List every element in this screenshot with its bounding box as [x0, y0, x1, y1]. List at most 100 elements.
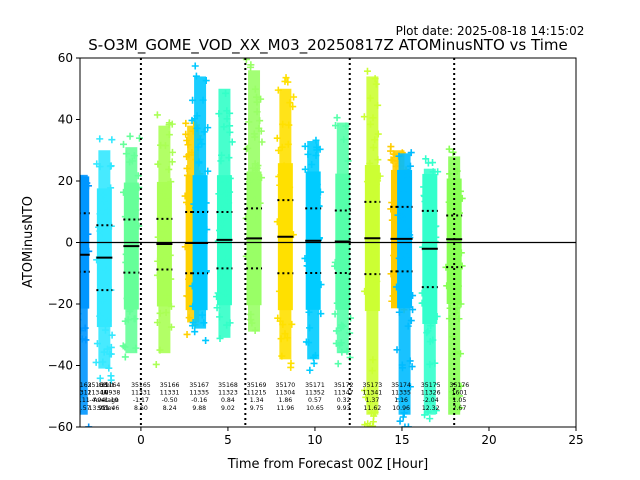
annotation-line: 11323: [218, 390, 238, 397]
data-point: [183, 164, 191, 172]
data-point: [390, 208, 398, 216]
data-point: [215, 110, 223, 118]
data-point: [225, 154, 233, 162]
annotation-line: 15.57: [73, 405, 91, 412]
data-point: [458, 262, 466, 270]
orbit-annotation: 35166 11331 -0.50 8.24: [160, 382, 180, 412]
data-point: [369, 422, 377, 427]
axes: 0 5 10 15 20 25 −60 −40 −20 0 20 40 60: [48, 51, 584, 447]
data-point: [198, 282, 206, 290]
annotation-line: 9.88: [192, 405, 206, 412]
annotation-line: 35164: [101, 382, 121, 389]
data-point: [276, 181, 284, 189]
annotation-line: 1.86: [278, 397, 292, 404]
data-point: [376, 172, 384, 180]
data-point: [98, 234, 106, 242]
data-point: [193, 124, 201, 132]
annotation-line: 35172: [334, 382, 354, 389]
data-point: [331, 258, 339, 266]
data-point: [281, 77, 289, 85]
x-tick-label: 20: [481, 433, 496, 447]
data-point: [152, 360, 160, 368]
annotation-line: 35166: [160, 382, 180, 389]
data-point: [225, 199, 233, 207]
data-point: [420, 183, 428, 191]
orbit-series-1: [92, 135, 116, 384]
data-point: [81, 289, 89, 297]
data-point: [80, 385, 82, 388]
data-point: [128, 293, 136, 301]
data-point: [453, 304, 461, 312]
data-point: [458, 194, 466, 202]
annotation-line: 11304: [276, 390, 296, 397]
data-point: [316, 145, 324, 153]
data-point: [159, 188, 167, 196]
data-point: [104, 317, 112, 325]
data-point: [218, 151, 226, 159]
data-point: [405, 228, 413, 236]
data-point: [213, 293, 221, 301]
data-point: [391, 197, 399, 205]
data-point: [344, 157, 352, 165]
annotation-line: 9.02: [221, 405, 235, 412]
data-point: [317, 310, 325, 318]
orbit-annotation: 35176 1601 1.05 7.67: [450, 382, 470, 412]
data-point: [159, 226, 167, 234]
data-point: [395, 254, 403, 262]
data-point: [182, 119, 190, 127]
data-point: [404, 243, 412, 251]
data-point: [308, 160, 316, 168]
data-point: [80, 312, 82, 315]
data-point: [218, 216, 226, 224]
annotation-line: 13.97: [89, 405, 107, 412]
data-point: [275, 287, 283, 295]
data-point: [192, 72, 200, 80]
data-point: [454, 295, 462, 303]
orbit-annotation: 35169 11215 1.34 9.75: [247, 382, 267, 412]
data-point: [426, 338, 434, 346]
data-point: [343, 347, 351, 355]
data-point: [191, 328, 199, 336]
annotation-line: 35175: [421, 382, 441, 389]
data-point: [408, 363, 416, 371]
annotation-line: 0.32: [337, 397, 351, 404]
data-point: [424, 327, 432, 335]
data-point: [132, 344, 140, 352]
data-point: [194, 186, 202, 194]
data-point: [310, 359, 318, 367]
data-point: [432, 222, 440, 230]
annotation-line: 0.57: [308, 397, 322, 404]
data-point: [99, 191, 107, 199]
data-point: [452, 348, 460, 356]
data-point: [167, 302, 175, 310]
data-point: [396, 395, 404, 403]
data-point: [374, 101, 382, 109]
data-point: [337, 260, 345, 268]
data-point: [202, 267, 210, 275]
data-point: [338, 348, 346, 356]
data-point: [403, 253, 411, 261]
data-point: [80, 349, 81, 352]
annotation-line: 11.96: [277, 405, 295, 412]
data-point: [202, 77, 210, 85]
data-point: [157, 141, 165, 149]
data-point: [120, 140, 128, 148]
annotation-line: 35170: [276, 382, 296, 389]
data-point: [334, 360, 342, 368]
data-point: [372, 180, 380, 188]
data-point: [368, 367, 376, 375]
data-point: [453, 167, 461, 175]
orbit-annotation: 35167 11335 -0.16 9.88: [189, 382, 209, 412]
data-point: [193, 210, 201, 218]
data-point: [103, 240, 111, 248]
data-point: [127, 232, 135, 240]
data-point: [107, 372, 115, 380]
data-point: [429, 159, 437, 167]
data-point: [162, 195, 170, 203]
data-point: [288, 320, 296, 328]
data-point: [332, 122, 340, 130]
data-point: [204, 124, 212, 132]
data-point: [250, 130, 258, 138]
annotation-line: -0.50: [162, 397, 178, 404]
data-point: [226, 174, 234, 182]
